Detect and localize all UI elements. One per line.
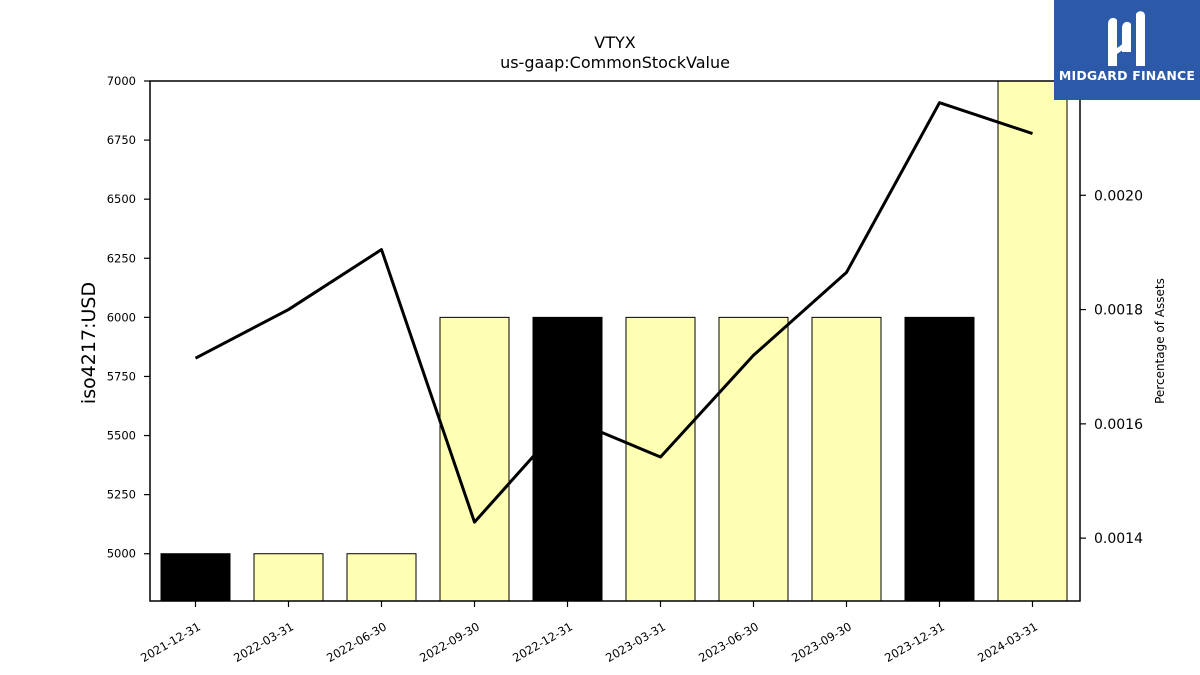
logo-text: MIDGARD FINANCE	[1058, 68, 1196, 83]
y-right-tick-label: 0.0018	[1094, 303, 1143, 319]
y-tick-label: 5000	[107, 547, 136, 561]
bar	[346, 553, 417, 602]
y-axis-right-label: Percentage of Assets	[1153, 278, 1167, 404]
x-tick-label: 2021-12-31	[138, 619, 203, 665]
company-logo: MIDGARD FINANCE	[1054, 0, 1200, 100]
bar	[718, 316, 789, 602]
y-right-tick-label: 0.0014	[1094, 531, 1143, 547]
chart-subtitle: us-gaap:CommonStockValue	[500, 53, 730, 72]
y-right-tick-label: 0.0016	[1094, 417, 1143, 433]
x-tick-label: 2023-03-31	[603, 619, 668, 665]
x-tick-label: 2023-06-30	[696, 619, 761, 665]
y-tick-label: 7000	[107, 74, 136, 88]
y-tick-label: 5500	[107, 429, 136, 443]
y-tick-label: 6750	[107, 133, 136, 147]
bar	[532, 316, 603, 602]
x-tick-label: 2022-09-30	[417, 619, 482, 665]
chart-title: VTYX	[594, 33, 635, 52]
y-tick-label: 6500	[107, 192, 136, 206]
bar	[811, 316, 882, 602]
plot-area-frame	[149, 80, 1081, 602]
y-tick-label: 5250	[107, 488, 136, 502]
bar	[625, 316, 696, 602]
y-axis-label: iso4217:USD	[78, 282, 100, 404]
percentage-line	[194, 101, 1033, 524]
x-tick-label: 2022-12-31	[510, 619, 575, 665]
bar	[904, 316, 975, 602]
y-tick-label: 5750	[107, 369, 136, 383]
bar	[253, 553, 324, 602]
x-tick-label: 2022-03-31	[231, 619, 296, 665]
line-series	[194, 101, 1033, 524]
bars	[160, 80, 1068, 602]
y-right-tick-label: 0.0020	[1094, 188, 1143, 204]
x-tick-label: 2024-03-31	[975, 619, 1040, 665]
y-tick-label: 6250	[107, 251, 136, 265]
x-tick-label: 2023-09-30	[789, 619, 854, 665]
y-axis-right: 0.0014 0.0016 0.0018 0.0020	[1080, 188, 1143, 547]
y-tick-label: 6000	[107, 310, 136, 324]
y-axis-left: 5000 5250 5500 5750 6000 6250 6500 6750 7000	[107, 74, 150, 561]
bar	[439, 316, 510, 602]
x-tick-label: 2023-12-31	[882, 619, 947, 665]
bar	[997, 80, 1068, 602]
bar	[160, 553, 231, 602]
x-tick-label: 2022-06-30	[324, 619, 389, 665]
x-axis: 2021-12-31 2022-03-31 2022-06-30 2022-09-30…	[138, 601, 1040, 665]
logo-mark-icon	[1108, 11, 1145, 66]
